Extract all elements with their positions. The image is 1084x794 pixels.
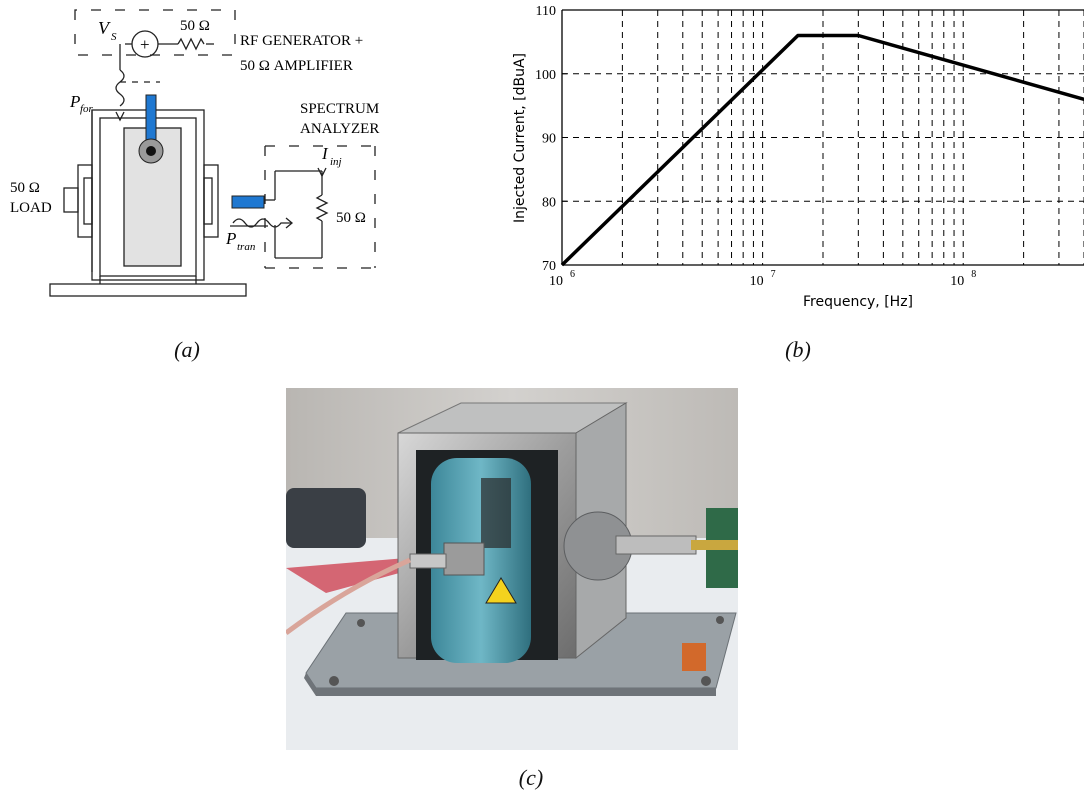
forward-power-arrow	[115, 69, 125, 107]
x-tick-exponent: 7	[771, 269, 776, 280]
transmitted-power-arrow	[232, 218, 291, 228]
svg-text:S: S	[111, 31, 117, 43]
sma-adapter	[615, 535, 697, 555]
bci-setup-diagram: V S + 50 Ω RF GENERATOR + 50 Ω AMPLIFIER…	[0, 0, 390, 310]
analyzer-resistor-label: 50 Ω	[336, 210, 366, 226]
probe-label-plate	[481, 478, 511, 548]
generator-label-1: RF GENERATOR +	[240, 33, 363, 49]
y-tick-label: 80	[542, 195, 556, 210]
right-flange	[203, 164, 219, 238]
left-flange	[77, 164, 93, 238]
n-connector	[443, 542, 485, 576]
generator-box	[74, 9, 236, 56]
warning-triangle-icon	[485, 577, 517, 604]
analyzer-resistor-zigzag	[315, 194, 329, 222]
photo-svg	[284, 388, 738, 750]
generator-label-2: 50 Ω AMPLIFIER	[240, 58, 353, 74]
source-label: V	[98, 18, 111, 38]
bci-probe-photo	[284, 388, 738, 750]
load-connector	[63, 187, 79, 213]
injected-current-line	[560, 33, 1084, 267]
svg-text:inj: inj	[330, 156, 342, 168]
series-resistor-zigzag	[177, 37, 205, 51]
y-tick-label: 70	[542, 259, 556, 274]
load-label-1: 50 Ω	[10, 180, 40, 196]
iinj-label: I	[321, 144, 329, 163]
load-label-2: LOAD	[10, 200, 52, 216]
injected-current-chart: 70 80 90 100 110 10 6 10 7 10 8 Frequency, [Hz] In…	[500, 0, 1084, 320]
y-tick-label: 90	[542, 132, 556, 147]
source-plus: +	[140, 35, 150, 54]
x-tick-label: 10	[750, 274, 764, 289]
x-tick-label: 10	[950, 274, 964, 289]
caption-c: (c)	[518, 765, 544, 790]
x-axis-label: Frequency, [Hz]	[803, 294, 913, 310]
x-tick-exponent: 6	[570, 269, 575, 280]
analyzer-label-2: ANALYZER	[300, 121, 379, 137]
series-resistor-label: 50 Ω	[180, 18, 210, 34]
caption-a: (a)	[174, 337, 200, 362]
warning-label	[682, 643, 706, 671]
x-tick-label: 10	[549, 274, 563, 289]
y-tick-label: 110	[536, 4, 556, 19]
y-tick-label: 100	[535, 68, 556, 83]
chart-svg: 70 80 90 100 110 10 6 10 7 10 8 Frequency, [Hz] In…	[512, 4, 1084, 310]
svg-text:for: for	[80, 103, 94, 115]
caption-b: (b)	[785, 337, 811, 362]
svg-text:tran: tran	[237, 241, 256, 253]
coax-cable	[284, 557, 412, 636]
pfor-label: P	[69, 92, 80, 111]
x-tick-exponent: 8	[971, 269, 976, 280]
black-case	[286, 488, 366, 548]
clamp-base	[49, 283, 247, 297]
y-axis-label: Injected Current, [dBuA]	[512, 53, 528, 223]
analyzer-label-1: SPECTRUM	[300, 101, 379, 117]
gold-connector	[691, 540, 738, 550]
ptran-label: P	[225, 229, 236, 248]
diagram-svg: V S + 50 Ω RF GENERATOR + 50 Ω AMPLIFIER…	[10, 9, 379, 297]
analyzer-box	[264, 145, 376, 269]
monitor-cable	[231, 195, 265, 209]
